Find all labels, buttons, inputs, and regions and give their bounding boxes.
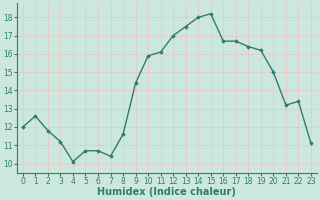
X-axis label: Humidex (Indice chaleur): Humidex (Indice chaleur) bbox=[98, 187, 236, 197]
